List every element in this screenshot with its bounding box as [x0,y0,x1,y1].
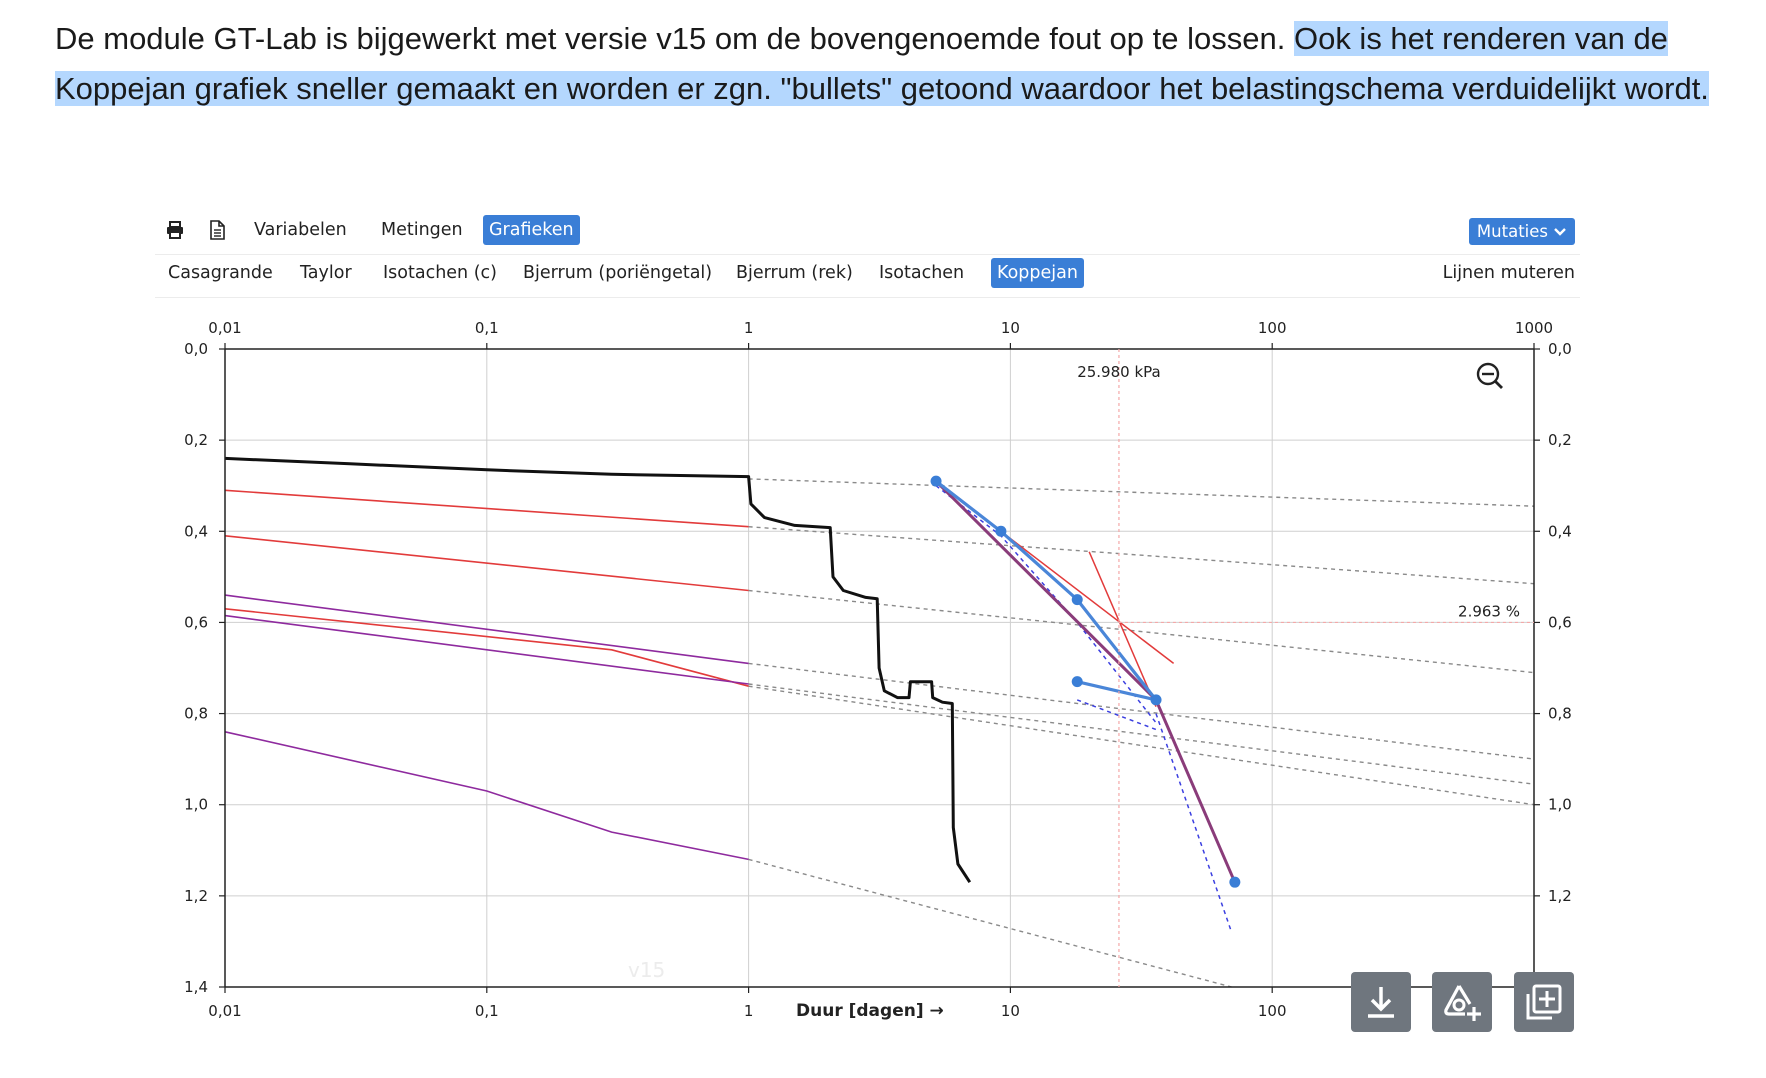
red-line [224,489,749,528]
crosshair-x-label: 25.980 kPa [1077,363,1161,381]
koppejan-load-line [935,479,1158,701]
koppejan-lines [934,479,1237,883]
main-toolbar: Variabelen Metingen Grafieken Mutaties [155,215,1575,253]
tab-isotachen-c[interactable]: Isotachen (c) [383,263,497,283]
x-tick-label-top: 0,01 [208,319,241,337]
download-icon [1368,987,1394,1018]
y-tick-label-left: 1,4 [184,978,208,996]
tab-isotachen[interactable]: Isotachen [879,263,965,283]
plus-box-icon [1526,984,1562,1020]
intro-part1: De module GT-Lab is bijgewerkt met versi… [55,21,1294,56]
grey-extension-line [748,526,1535,585]
grey-extension-line [748,858,1232,988]
y-tick-label-left: 0,8 [184,705,208,723]
grey-extension-line [748,478,1535,507]
tab-taylor[interactable]: Taylor [300,263,352,283]
chevron-down-icon [1554,228,1566,236]
purple-lines [224,594,749,861]
y-tick-label-left: 1,2 [184,887,208,905]
y-tick-label-right: 0,0 [1548,340,1572,358]
crosshair: 25.980 kPa 2.963 % [1077,349,1534,987]
add-drawing-button[interactable] [1432,972,1492,1032]
tab-casagrande[interactable]: Casagrande [168,263,273,283]
shape-add-icon [1444,985,1481,1021]
koppejan-bullets[interactable] [930,475,1241,888]
construction-line [1000,530,1175,664]
y-tick-label-right: 0,2 [1548,431,1572,449]
mutaties-label: Mutaties [1476,222,1548,241]
measured-curve-group [224,456,972,884]
grid [224,348,1535,988]
purple-line [224,594,749,665]
intro-text: De module GT-Lab is bijgewerkt met versi… [55,14,1755,113]
y-tick-label-left: 0,6 [184,613,208,631]
x-tick-label-bottom: 0,01 [208,1002,241,1020]
add-chart-button[interactable] [1514,972,1574,1032]
construction-lines [1000,530,1175,707]
mutaties-dropdown[interactable]: Mutaties [1468,218,1575,245]
blue-dashed-line [1076,699,1157,731]
tab-bjerrum-rek[interactable]: Bjerrum (rek) [736,263,853,283]
koppejan-fit-line [934,480,1237,883]
koppejan-bullet[interactable] [1229,876,1241,888]
grey-extension-line [748,683,1535,785]
tab-metingen[interactable]: Metingen [381,220,463,240]
tab-grafieken[interactable]: Grafieken [483,215,580,245]
tab-koppejan[interactable]: Koppejan [991,258,1084,288]
red-lines [224,489,749,687]
y-tick-label-left: 1,0 [184,796,208,814]
x-tick-label-bottom: 0,1 [475,1002,499,1020]
chart-type-tabs: Casagrande Taylor Isotachen (c) Bjerrum … [155,258,1575,294]
red-line [224,535,749,592]
x-tick-label-top: 10 [1001,319,1020,337]
red-line [224,608,749,687]
koppejan-bullet[interactable] [995,525,1007,537]
x-tick-label-top: 1000 [1515,319,1553,337]
grey-extension-line [748,589,1535,674]
subtabs-divider [155,297,1580,298]
x-tick-label-bottom: 1 [744,1002,754,1020]
koppejan-bullet[interactable] [1150,694,1162,706]
printer-icon[interactable] [165,220,185,240]
y-tick-label-right: 0,4 [1548,522,1572,540]
measured-curve [224,456,972,884]
y-tick-label-right: 1,0 [1548,796,1572,814]
lijnen-muteren-link[interactable]: Lijnen muteren [1442,263,1575,283]
purple-line [224,731,749,861]
blue-dashed-lines [935,485,1233,933]
purple-line [224,614,749,685]
y-tick-label-right: 0,8 [1548,705,1572,723]
zoom-out-icon[interactable] [1476,362,1503,389]
tab-variabelen[interactable]: Variabelen [254,220,347,240]
grey-extension-lines [748,478,1535,988]
y-tick-label-right: 1,2 [1548,887,1572,905]
y-tick-label-left: 0,2 [184,431,208,449]
koppejan-bullet[interactable] [930,475,942,487]
x-tick-label-bottom: 100 [1258,1002,1287,1020]
blue-dashed-line [935,485,1157,724]
koppejan-bullet[interactable] [1071,676,1083,688]
x-tick-label-top: 100 [1258,319,1287,337]
toolbar-divider [155,254,1580,255]
construction-line [1088,551,1157,707]
koppejan-load-line [1076,680,1157,702]
y-tick-label-left: 0,4 [184,522,208,540]
y-tick-label-left: 0,0 [184,340,208,358]
x-axis-label: Duur [dagen] → [796,1001,944,1021]
x-tick-label-top: 0,1 [475,319,499,337]
watermark: v15 [628,958,665,982]
koppejan-bullet[interactable] [1071,594,1083,606]
grey-extension-line [748,662,1535,760]
x-tick-label-bottom: 10 [1001,1002,1020,1020]
x-tick-label-top: 1 [744,319,754,337]
y-tick-label-right: 0,6 [1548,613,1572,631]
blue-dashed-line [1155,713,1233,933]
download-button[interactable] [1351,972,1411,1032]
document-icon[interactable] [207,220,227,240]
tab-bjerrum-porie[interactable]: Bjerrum (poriëngetal) [523,263,713,283]
crosshair-y-label: 2.963 % [1458,602,1520,620]
